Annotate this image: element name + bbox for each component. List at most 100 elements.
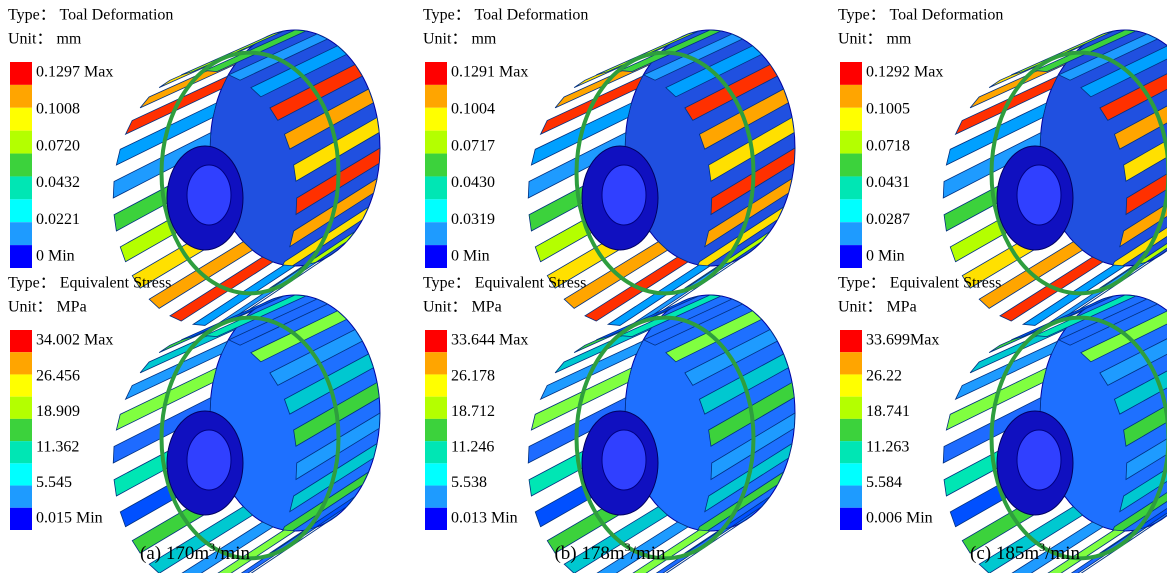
legend-swatch bbox=[840, 85, 862, 108]
legend-label: 18.909 bbox=[36, 403, 80, 420]
legend-swatch bbox=[840, 397, 862, 419]
caption-part: /min bbox=[631, 543, 666, 564]
legend-label: 11.263 bbox=[866, 438, 909, 455]
legend-label: 0 Min bbox=[36, 248, 75, 265]
legend-swatch bbox=[840, 131, 862, 154]
legend-swatch bbox=[425, 176, 447, 199]
caption-part: /min bbox=[1045, 543, 1080, 564]
legend-label: 0.0432 bbox=[36, 174, 80, 191]
legend-swatch bbox=[840, 199, 862, 222]
legend-swatch bbox=[10, 131, 32, 154]
panel-unit: Unit： mm bbox=[8, 31, 82, 48]
caption-part: (b) 178m bbox=[554, 543, 624, 564]
legend-label: 0.0430 bbox=[451, 174, 495, 191]
legend-swatch bbox=[425, 397, 447, 419]
legend-label: 0.0319 bbox=[451, 211, 495, 228]
legend-label: 11.362 bbox=[36, 438, 79, 455]
legend-swatch bbox=[10, 62, 32, 85]
legend-label: 26.22 bbox=[866, 367, 902, 384]
legend-swatch bbox=[840, 222, 862, 245]
panel-type: Type： Toal Deformation bbox=[838, 7, 1003, 24]
legend-swatch bbox=[425, 419, 447, 441]
legend-swatch bbox=[425, 245, 447, 268]
legend-swatch bbox=[10, 374, 32, 396]
legend-label: 0.1008 bbox=[36, 100, 80, 117]
legend-label: 0.1291 Max bbox=[451, 64, 528, 81]
legend-label: 0.006 Min bbox=[866, 510, 933, 527]
legend-swatch bbox=[10, 108, 32, 131]
legend-label: 18.712 bbox=[451, 403, 495, 420]
legend-swatch bbox=[425, 199, 447, 222]
legend-label: 26.178 bbox=[451, 367, 495, 384]
legend-swatch bbox=[10, 330, 32, 352]
legend-swatch bbox=[840, 154, 862, 177]
legend-swatch bbox=[840, 62, 862, 85]
legend-swatch bbox=[840, 419, 862, 441]
legend-label: 0.1297 Max bbox=[36, 64, 113, 81]
panel-unit: Unit： MPa bbox=[8, 299, 87, 316]
caption-part: /min bbox=[215, 543, 250, 564]
legend-swatch bbox=[10, 352, 32, 374]
impeller-hub-inner bbox=[187, 430, 231, 490]
legend-swatch bbox=[840, 441, 862, 463]
legend-swatch bbox=[10, 419, 32, 441]
impeller-hub-inner bbox=[602, 430, 646, 490]
page: Type： Toal Deformation Unit： mm 0.1297 Max… bbox=[0, 0, 1167, 573]
legend-swatch bbox=[425, 85, 447, 108]
impeller-hub-inner bbox=[1017, 165, 1061, 225]
legend-swatch bbox=[10, 463, 32, 485]
legend-swatch bbox=[425, 62, 447, 85]
legend-swatch bbox=[425, 108, 447, 131]
legend-label: 0 Min bbox=[866, 248, 905, 265]
legend-swatch bbox=[10, 245, 32, 268]
legend-swatch bbox=[10, 199, 32, 222]
legend-label: 0.013 Min bbox=[451, 510, 518, 527]
impeller-render bbox=[943, 295, 1167, 573]
legend-swatch bbox=[10, 441, 32, 463]
panel-type: Type： Toal Deformation bbox=[8, 7, 173, 24]
legend-label: 0.0717 bbox=[451, 137, 495, 154]
legend-swatch bbox=[840, 108, 862, 131]
legend-swatch bbox=[10, 222, 32, 245]
legend-swatch bbox=[425, 330, 447, 352]
legend-swatch bbox=[425, 463, 447, 485]
caption-part: (a) 170m bbox=[140, 543, 209, 564]
impeller-hub-inner bbox=[602, 165, 646, 225]
legend-label: 0.015 Min bbox=[36, 510, 103, 527]
legend-swatch bbox=[840, 486, 862, 508]
legend-swatch bbox=[840, 374, 862, 396]
legend-label: 33.699Max bbox=[866, 332, 939, 349]
legend-label: 0.0431 bbox=[866, 174, 910, 191]
legend-label: 0.0720 bbox=[36, 137, 80, 154]
legend-label: 0.0221 bbox=[36, 211, 80, 228]
legend-label: 18.741 bbox=[866, 403, 910, 420]
impeller-hub-inner bbox=[187, 165, 231, 225]
legend-label: 26.456 bbox=[36, 367, 80, 384]
panel-type: Type： Equivalent Stress bbox=[838, 275, 1001, 292]
impeller-hub-inner bbox=[1017, 430, 1061, 490]
caption: (a) 170m3/min bbox=[140, 540, 250, 565]
legend-swatch bbox=[840, 508, 862, 530]
panel-unit: Unit： MPa bbox=[423, 299, 502, 316]
legend-swatch bbox=[425, 374, 447, 396]
legend-label: 34.002 Max bbox=[36, 332, 113, 349]
legend-swatch bbox=[425, 486, 447, 508]
legend-swatch bbox=[10, 176, 32, 199]
legend-swatch bbox=[840, 245, 862, 268]
legend-label: 5.545 bbox=[36, 474, 72, 491]
legend-label: 11.246 bbox=[451, 438, 494, 455]
legend-label: 0.1005 bbox=[866, 100, 910, 117]
legend-swatch bbox=[10, 85, 32, 108]
legend-swatch bbox=[425, 222, 447, 245]
legend-label: 0.0287 bbox=[866, 211, 910, 228]
caption-part: (c) 185m bbox=[970, 543, 1039, 564]
legend-swatch bbox=[840, 463, 862, 485]
figure: Type： Toal Deformation Unit： mm 0.1297 Max… bbox=[0, 0, 1167, 573]
legend-label: 33.644 Max bbox=[451, 332, 528, 349]
legend-swatch bbox=[840, 176, 862, 199]
legend-label: 5.584 bbox=[866, 474, 902, 491]
legend-swatch bbox=[10, 508, 32, 530]
legend-label: 0 Min bbox=[451, 248, 490, 265]
legend-swatch bbox=[840, 330, 862, 352]
legend-label: 0.1004 bbox=[451, 100, 495, 117]
